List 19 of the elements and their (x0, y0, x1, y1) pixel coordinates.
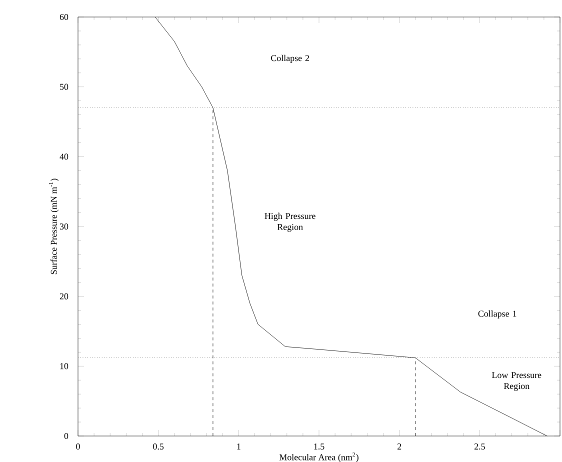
x-tick-label: 0.5 (153, 444, 164, 450)
y-axis-title: Surface Pressure (mN m$^{-1}$) (49, 178, 59, 274)
x-axis-title: Molecular Area (nm$^{2}$) (279, 452, 358, 462)
annotation: Collapse 2 (271, 54, 310, 63)
y-tick-label: 30 (60, 223, 68, 230)
x-tick-label: 1 (237, 444, 240, 450)
annotation: Collapse 1 (478, 310, 516, 319)
y-tick-label: 0 (64, 432, 68, 440)
y-tick-label: 60 (60, 14, 68, 20)
x-tick-label: 0 (76, 444, 80, 450)
annotation: Low Pressure Region (492, 372, 542, 391)
y-tick-label: 50 (60, 84, 68, 90)
y-tick-label: 20 (60, 293, 68, 300)
annotation: High Pressure Region (264, 212, 316, 232)
x-tick-label: 2.5 (474, 444, 485, 450)
y-tick-label: 10 (60, 363, 68, 370)
y-tick-label: 40 (60, 154, 68, 160)
x-tick-label: 2 (397, 444, 402, 450)
x-tick-label: 1.5 (314, 444, 324, 450)
